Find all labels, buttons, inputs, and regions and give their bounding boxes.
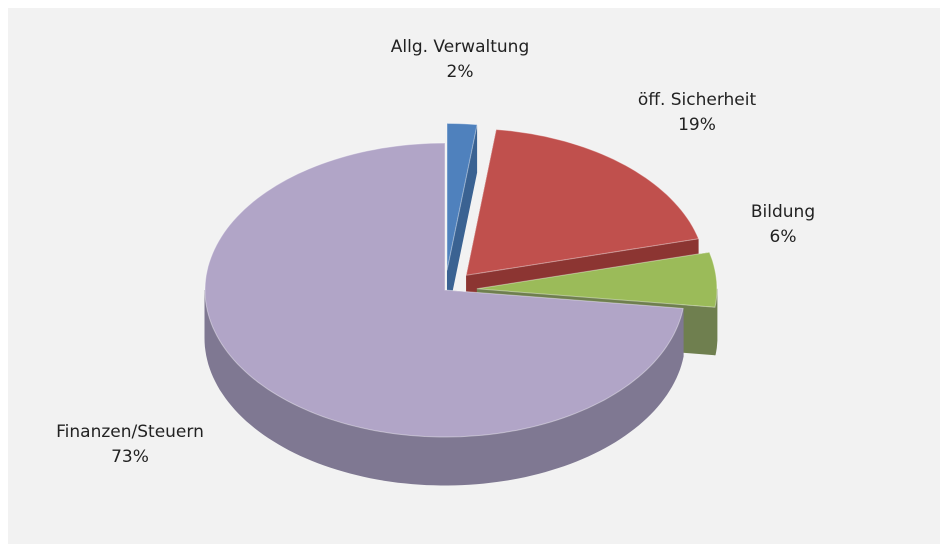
slice-value-label: 6% — [770, 227, 797, 247]
pie-tops — [204, 122, 718, 438]
slice-label: Bildung — [751, 202, 815, 222]
slice — [446, 122, 478, 271]
slice-value-label: 19% — [678, 115, 716, 135]
slice-face — [447, 124, 478, 319]
slice — [476, 251, 718, 308]
slice-label: Allg. Verwaltung — [391, 37, 529, 57]
slice-label: öff. Sicherheit — [638, 90, 757, 110]
slice-label: Finanzen/Steuern — [56, 422, 204, 442]
slice-value-label: 2% — [447, 62, 474, 82]
labels: Allg. Verwaltung 2% öff. Sicherheit 19% Bild… — [56, 37, 815, 467]
slice-value-label: 73% — [111, 447, 149, 467]
slice — [465, 128, 700, 276]
slice — [204, 142, 684, 438]
